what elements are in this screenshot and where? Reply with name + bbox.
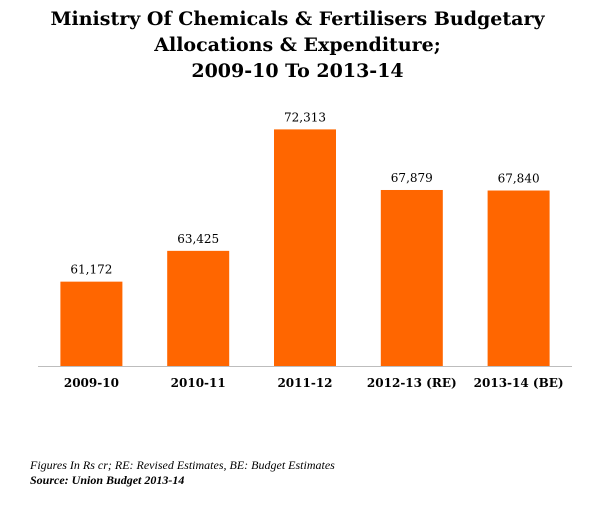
chart-title-line-1: Ministry Of Chemicals & Fertilisers Budg… — [50, 8, 545, 30]
x-tick-label-2009-10: 2009-10 — [64, 376, 119, 390]
data-label-2009-10: 61,172 — [70, 263, 112, 277]
x-tick-label-2011-12: 2011-12 — [277, 376, 332, 390]
x-tick-label-2010-11: 2010-11 — [171, 376, 226, 390]
x-tick-label-2013-14 (BE): 2013-14 (BE) — [474, 376, 564, 390]
data-label-2013-14 (BE): 67,840 — [498, 172, 540, 186]
chart-title-line-2: Allocations & Expenditure; — [154, 34, 441, 56]
figures-note: Figures In Rs cr; RE: Revised Estimates,… — [30, 458, 335, 472]
data-label-2011-12: 72,313 — [284, 110, 326, 124]
source-note: Source: Union Budget 2013-14 — [30, 473, 185, 487]
chart-title-line-3: 2009-10 To 2013-14 — [191, 60, 404, 82]
bar-2012-13 (RE) — [380, 189, 443, 366]
data-label-2012-13 (RE): 67,879 — [391, 171, 433, 185]
data-label-2010-11: 63,425 — [177, 232, 219, 246]
chart-title: Ministry Of Chemicals & Fertilisers Budg… — [0, 6, 595, 84]
bar-2013-14 (BE) — [487, 190, 550, 366]
bar-2011-12 — [274, 129, 336, 366]
x-tick-label-2012-13 (RE): 2012-13 (RE) — [367, 376, 457, 390]
bar-2010-11 — [167, 250, 230, 366]
bar-2009-10 — [60, 281, 123, 366]
